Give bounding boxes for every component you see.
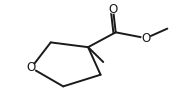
Text: O: O [27,61,36,74]
Circle shape [109,5,117,13]
Circle shape [142,34,150,42]
Text: O: O [108,3,118,15]
Circle shape [27,64,35,72]
Text: O: O [141,32,151,45]
